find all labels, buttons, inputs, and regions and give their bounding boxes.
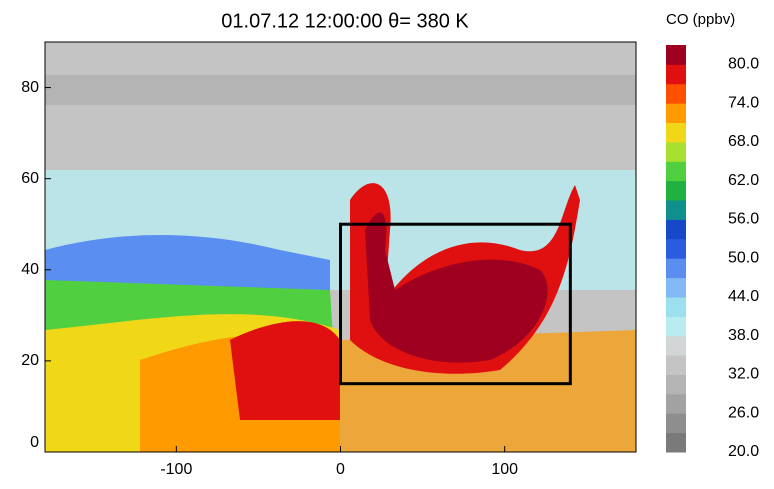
colorbar-cell [666, 258, 686, 279]
y-tick-label: 40 [21, 261, 39, 278]
colorbar-tick-label: 74.0 [728, 94, 759, 111]
y-tick-label: 20 [21, 352, 39, 369]
colorbar-cell [666, 103, 686, 124]
x-tick-label: 0 [336, 461, 345, 478]
colorbar-tick-label: 80.0 [728, 56, 759, 73]
y-tick-label: 0 [30, 434, 39, 451]
colorbar-tick-label: 38.0 [728, 327, 759, 344]
colorbar-cell [666, 45, 686, 65]
colorbar-tick-label: 56.0 [728, 211, 759, 228]
colorbar-cell [666, 64, 686, 85]
colorbar-title: CO (ppbv) [666, 11, 735, 28]
colorbar-cell [666, 335, 686, 356]
colorbar-cell [666, 180, 686, 201]
colorbar-cell [666, 277, 686, 298]
colorbar-cell [666, 432, 686, 453]
colorbar-cell [666, 219, 686, 240]
colorbar-tick-label: 68.0 [728, 133, 759, 150]
colorbar-cell [666, 141, 686, 162]
colorbar-cell [666, 122, 686, 143]
colorbar-cell [666, 83, 686, 104]
chart-title: 01.07.12 12:00:00 θ= 380 K [221, 10, 469, 32]
colorbar-tick-label: 26.0 [728, 404, 759, 421]
colorbar-tick-label: 62.0 [728, 172, 759, 189]
colorbar-cell [666, 161, 686, 182]
colorbar-cell [666, 200, 686, 220]
colorbar-cell [666, 316, 686, 337]
region-box [339, 222, 572, 386]
colorbar-tick-label: 32.0 [728, 366, 759, 383]
colorbar-cell [666, 393, 686, 414]
x-tick-label: 100 [491, 461, 518, 478]
colorbar-cell [666, 374, 686, 395]
y-tick-label: 80 [21, 79, 39, 96]
co-field [45, 42, 636, 452]
colorbar-cell [666, 355, 686, 375]
colorbar-cell [666, 296, 686, 317]
x-tick-label: -100 [160, 461, 192, 478]
y-tick-label: 60 [21, 170, 39, 187]
colorbar-cell [666, 238, 686, 259]
colorbar-tick-label: 44.0 [728, 288, 759, 305]
colorbar-tick-label: 50.0 [728, 249, 759, 266]
colorbar-tick-label: 20.0 [728, 443, 759, 460]
colorbar-cell [666, 413, 686, 434]
